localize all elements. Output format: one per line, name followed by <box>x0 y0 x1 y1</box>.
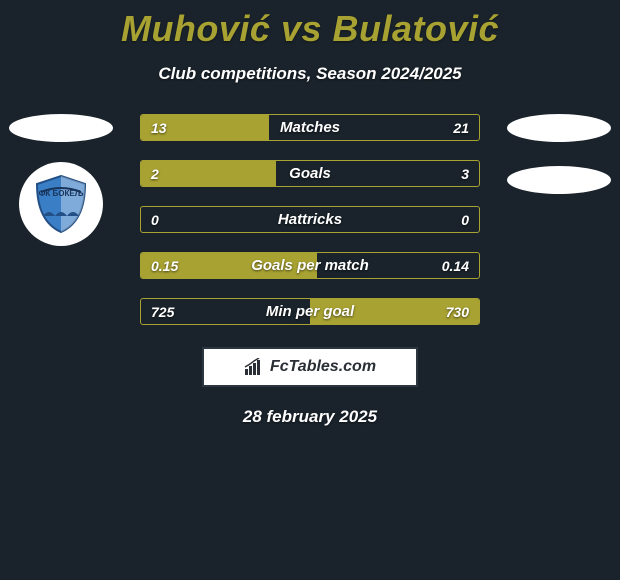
brand-text: FcTables.com <box>270 358 376 376</box>
stat-label: Hattricks <box>141 211 479 228</box>
comparison-panel: ФК БОКЕЉ 13 Matches 21 2 Goals 3 0 Ha <box>0 114 620 427</box>
brand-attribution[interactable]: FcTables.com <box>202 347 418 387</box>
subtitle: Club competitions, Season 2024/2025 <box>0 64 620 84</box>
club-badge-left: ФК БОКЕЉ <box>19 162 103 246</box>
stat-label: Min per goal <box>141 303 479 320</box>
bar-chart-icon <box>244 358 264 376</box>
stat-label: Matches <box>141 119 479 136</box>
stat-row-goals-per-match: 0.15 Goals per match 0.14 <box>140 252 480 279</box>
stat-row-min-per-goal: 725 Min per goal 730 <box>140 298 480 325</box>
player-left-ellipse <box>9 114 113 142</box>
player-right-ellipse-1 <box>507 114 611 142</box>
stat-label: Goals per match <box>141 257 479 274</box>
svg-text:ФК БОКЕЉ: ФК БОКЕЉ <box>39 189 84 198</box>
stat-label: Goals <box>141 165 479 182</box>
player-right-ellipse-2 <box>507 166 611 194</box>
stat-value-right: 21 <box>453 120 469 136</box>
stat-row-hattricks: 0 Hattricks 0 <box>140 206 480 233</box>
stat-value-right: 730 <box>446 304 469 320</box>
comparison-date: 28 february 2025 <box>0 407 620 427</box>
player-right-column <box>504 114 614 194</box>
stat-bars: 13 Matches 21 2 Goals 3 0 Hattricks 0 0.… <box>140 114 480 325</box>
stat-value-right: 3 <box>461 166 469 182</box>
stat-row-goals: 2 Goals 3 <box>140 160 480 187</box>
stat-value-right: 0 <box>461 212 469 228</box>
shield-icon: ФК БОКЕЉ <box>29 172 93 236</box>
player-left-column: ФК БОКЕЉ <box>6 114 116 246</box>
page-title: Muhović vs Bulatović <box>0 0 620 50</box>
stat-value-right: 0.14 <box>442 258 469 274</box>
stat-row-matches: 13 Matches 21 <box>140 114 480 141</box>
